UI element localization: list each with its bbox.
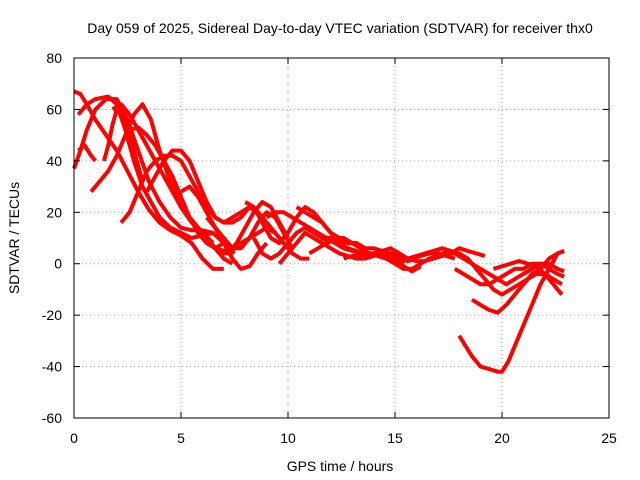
series-line-sat-bb — [492, 259, 564, 296]
x-axis-label: GPS time / hours — [287, 458, 394, 474]
y-tick-label: -60 — [42, 410, 62, 426]
x-tick-label: 0 — [70, 430, 78, 446]
series-line-sat-r — [277, 230, 452, 265]
x-tick-label: 20 — [494, 430, 510, 446]
series-line-sat-aa — [470, 249, 565, 315]
y-tick-label: 0 — [54, 256, 62, 272]
series-line-sat-y — [453, 261, 565, 287]
series-line-sat-a — [73, 89, 224, 271]
series-line-sat-b — [72, 97, 236, 255]
y-axis-label: SDTVAR / TECUs — [6, 182, 22, 294]
y-tick-label: -20 — [42, 307, 62, 323]
series-group — [72, 89, 565, 374]
series-line-sat-f — [102, 107, 145, 182]
y-tick-label: 40 — [46, 153, 62, 169]
series-line-sat-l — [192, 200, 290, 256]
x-tick-label: 10 — [280, 430, 296, 446]
x-tick-label: 5 — [177, 430, 185, 446]
y-tick-label: 60 — [46, 101, 62, 117]
y-tick-label: 20 — [46, 204, 62, 220]
series-line-sat-k — [179, 184, 269, 271]
series-line-sat-d — [77, 143, 97, 163]
series-line-sat-u — [322, 236, 417, 264]
grid — [74, 58, 609, 418]
series-line-sat-n — [214, 225, 310, 261]
x-tick-labels: 0 5 10 15 20 25 — [70, 430, 617, 446]
chart-title: Day 059 of 2025, Sidereal Day-to-day VTE… — [87, 20, 593, 36]
y-tick-label: 80 — [46, 50, 62, 66]
series-line-sat-p — [252, 225, 332, 261]
ticks — [73, 57, 610, 419]
x-tick-label: 15 — [387, 430, 403, 446]
y-tick-label: -40 — [42, 359, 62, 375]
series-line-sat-c — [76, 94, 214, 240]
x-tick-label: 25 — [601, 430, 617, 446]
series-line-sat-i — [129, 125, 225, 251]
plot-frame — [73, 57, 610, 419]
y-tick-labels: -60 -40 -20 0 20 40 60 80 — [42, 50, 62, 426]
